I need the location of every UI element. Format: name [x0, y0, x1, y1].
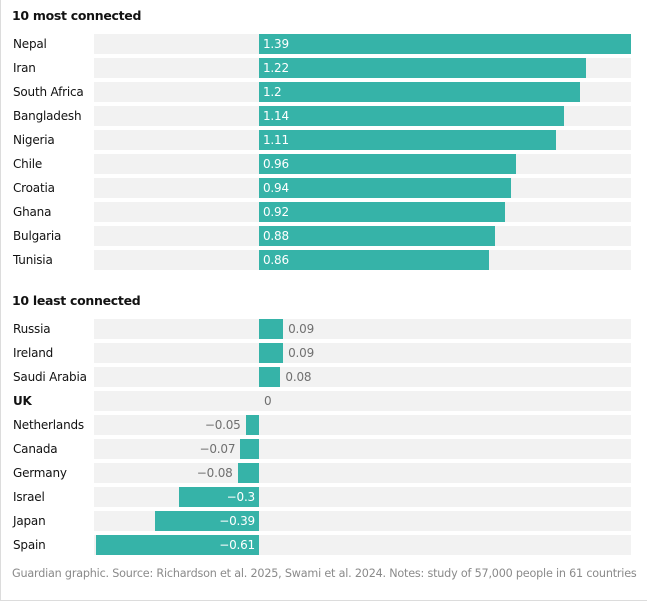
bar — [259, 130, 557, 150]
value-label: −0.08 — [196, 466, 233, 480]
value-label: 1.11 — [263, 133, 289, 147]
category-label: UK — [13, 394, 32, 408]
bar-row: Bulgaria 0.88 — [0, 226, 648, 246]
category-label: South Africa — [13, 85, 84, 99]
category-label: Russia — [13, 322, 51, 336]
source-note: Guardian graphic. Source: Richardson et … — [12, 567, 637, 580]
category-label: Bangladesh — [13, 109, 82, 123]
value-label: 0.08 — [285, 370, 312, 384]
bar-row: Japan −0.39 — [0, 511, 648, 531]
bar — [259, 154, 517, 174]
value-label: 1.22 — [263, 61, 289, 75]
bar — [259, 34, 632, 54]
value-label: 1.39 — [263, 37, 289, 51]
category-label: Tunisia — [13, 253, 53, 267]
bar — [259, 106, 565, 126]
category-label: Netherlands — [13, 418, 84, 432]
bar — [259, 178, 511, 198]
bar — [259, 82, 581, 102]
bar — [237, 463, 259, 483]
category-label: Ireland — [13, 346, 54, 360]
category-label: Nigeria — [13, 133, 55, 147]
bar-row: Russia 0.09 — [0, 319, 648, 339]
section-title: 10 most connected — [12, 8, 142, 23]
bar — [259, 226, 495, 246]
value-label: 0.88 — [263, 229, 289, 243]
bar-row: Chile 0.96 — [0, 154, 648, 174]
category-label: Croatia — [13, 181, 55, 195]
bar — [259, 319, 284, 339]
bar-row: Iran 1.22 — [0, 58, 648, 78]
value-label: 1.14 — [263, 109, 289, 123]
bar-row: Canada −0.07 — [0, 439, 648, 459]
bar-track — [94, 487, 631, 507]
category-label: Spain — [13, 538, 46, 552]
category-label: Bulgaria — [13, 229, 62, 243]
category-label: Ghana — [13, 205, 52, 219]
bar-row: Netherlands −0.05 — [0, 415, 648, 435]
value-label: −0.05 — [204, 418, 241, 432]
bar — [154, 511, 259, 531]
bar-row: Spain −0.61 — [0, 535, 648, 555]
value-label: 0.09 — [288, 322, 315, 336]
bar-track — [94, 343, 631, 363]
bar — [259, 343, 284, 363]
bar-track — [94, 391, 631, 411]
value-label: −0.07 — [199, 442, 236, 456]
value-label: 1.2 — [263, 85, 282, 99]
category-label: Canada — [13, 442, 58, 456]
category-label: Iran — [13, 61, 36, 75]
bar-row: Tunisia 0.86 — [0, 250, 648, 270]
bar-row: South Africa 1.2 — [0, 82, 648, 102]
value-label: 0.94 — [263, 181, 289, 195]
bar — [245, 415, 259, 435]
bar-row: Croatia 0.94 — [0, 178, 648, 198]
section-title: 10 least connected — [12, 293, 141, 308]
bar-row: Ghana 0.92 — [0, 202, 648, 222]
bar-row: Germany −0.08 — [0, 463, 648, 483]
bar-row: Nigeria 1.11 — [0, 130, 648, 150]
bar-track — [94, 319, 631, 339]
bar-row: Nepal 1.39 — [0, 34, 648, 54]
bar — [259, 250, 490, 270]
bar-row: UK 0 — [0, 391, 648, 411]
value-label: 0.09 — [288, 346, 315, 360]
bar — [259, 202, 506, 222]
bar-track — [94, 367, 631, 387]
bar-track — [94, 439, 631, 459]
bar-row: Ireland 0.09 — [0, 343, 648, 363]
value-label: 0.86 — [263, 253, 289, 267]
value-label: 0.96 — [263, 157, 289, 171]
bar — [259, 367, 281, 387]
bar — [95, 535, 259, 555]
value-label: −0.3 — [226, 490, 256, 504]
category-label: Japan — [13, 514, 46, 528]
bar-track — [94, 415, 631, 435]
category-label: Saudi Arabia — [13, 370, 87, 384]
value-label: −0.61 — [219, 538, 255, 552]
bar-row: Saudi Arabia 0.08 — [0, 367, 648, 387]
value-label: 0 — [264, 394, 272, 408]
bar — [259, 58, 586, 78]
category-label: Germany — [13, 466, 67, 480]
bar — [240, 439, 259, 459]
category-label: Chile — [13, 157, 43, 171]
value-label: 0.92 — [263, 205, 289, 219]
bar-row: Bangladesh 1.14 — [0, 106, 648, 126]
value-label: −0.39 — [219, 514, 255, 528]
bar-row: Israel −0.3 — [0, 487, 648, 507]
bar — [178, 487, 259, 507]
category-label: Nepal — [13, 37, 47, 51]
bar-track — [94, 463, 631, 483]
category-label: Israel — [13, 490, 45, 504]
